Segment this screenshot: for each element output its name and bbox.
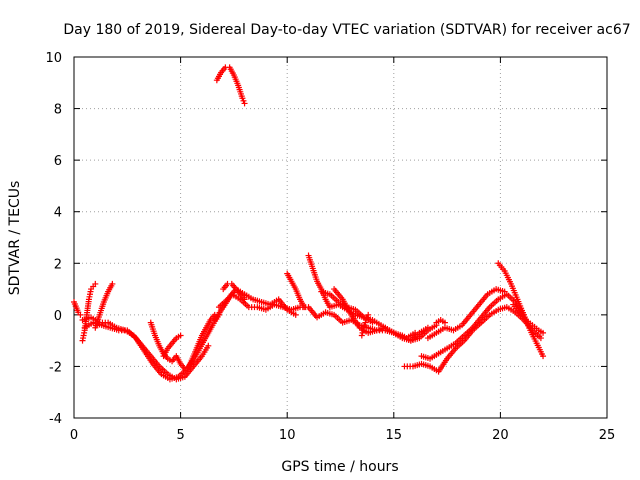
plot-frame — [73, 56, 608, 419]
data-point — [537, 335, 544, 342]
y-tick-label: 4 — [54, 206, 62, 221]
series-s20 — [433, 317, 448, 326]
data-point — [301, 304, 308, 311]
data-point — [441, 319, 448, 326]
data-point — [501, 288, 508, 295]
series-s19 — [424, 286, 508, 342]
data-point — [540, 353, 547, 360]
y-tick-label: 8 — [54, 103, 62, 118]
y-tick-label: 2 — [54, 257, 62, 272]
axis-ticks: 0 5 10 15 20 25 -4 -2 0 2 4 6 8 10 — [45, 51, 615, 443]
series-s2 — [79, 280, 99, 344]
series-s8 — [213, 64, 248, 107]
x-tick-label: 10 — [279, 428, 296, 443]
series-s17 — [401, 304, 544, 375]
series-s12 — [284, 270, 308, 311]
x-axis-label: GPS time / hours — [281, 459, 398, 475]
y-axis-label: SDTVAR / TECUs — [7, 181, 23, 296]
data-series — [71, 64, 547, 383]
x-tick-label: 0 — [70, 428, 78, 443]
data-point — [424, 324, 431, 331]
data-point — [92, 280, 99, 287]
x-tick-label: 20 — [492, 428, 509, 443]
x-tick-label: 5 — [176, 428, 184, 443]
series-s6 — [147, 311, 218, 373]
data-point — [241, 296, 248, 303]
y-tick-label: 10 — [45, 51, 62, 66]
series-s15 — [331, 286, 431, 344]
data-point — [540, 329, 547, 336]
y-tick-label: -4 — [49, 412, 62, 427]
chart-title: Day 180 of 2019, Sidereal Day-to-day VTE… — [63, 22, 630, 38]
x-tick-label: 15 — [386, 428, 403, 443]
y-tick-label: 0 — [54, 309, 62, 324]
series-s11 — [220, 280, 248, 303]
series-s22 — [510, 301, 547, 336]
data-point — [292, 311, 299, 318]
y-tick-label: 6 — [54, 154, 62, 169]
data-point — [77, 311, 84, 318]
series-s7 — [160, 332, 184, 360]
data-point — [205, 342, 212, 349]
data-point — [241, 100, 248, 107]
data-point — [177, 332, 184, 339]
data-point — [365, 311, 372, 318]
data-point — [109, 280, 116, 287]
series-s5 — [92, 280, 116, 331]
x-tick-label: 25 — [599, 428, 616, 443]
series-s1 — [71, 298, 84, 318]
y-tick-label: -2 — [49, 360, 62, 375]
series-s16 — [358, 311, 372, 339]
